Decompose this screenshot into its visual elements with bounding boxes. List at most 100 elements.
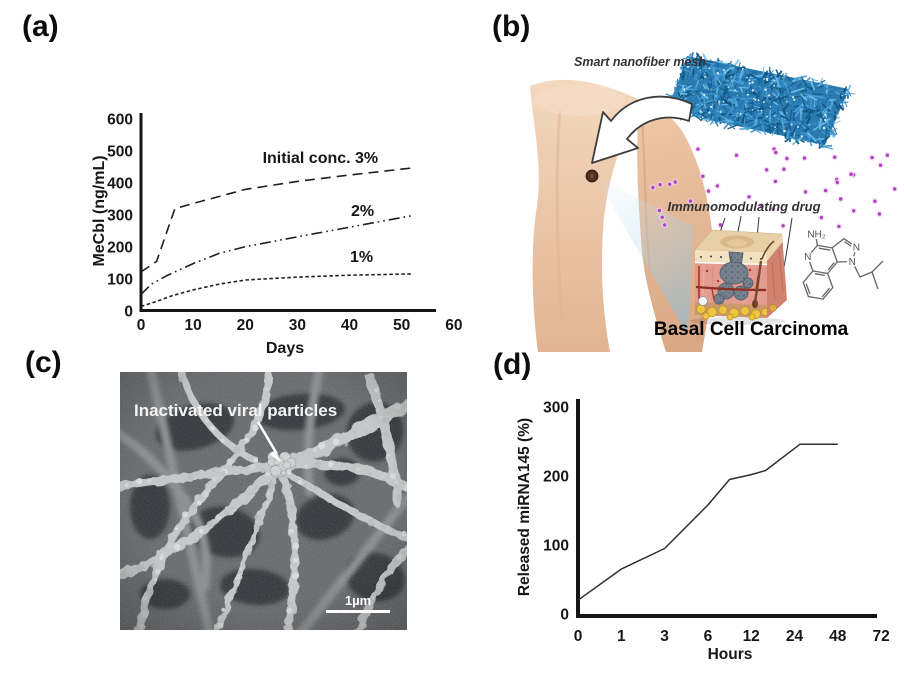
mesh-speck [716,72,720,75]
x-tick-label: 72 [872,628,889,645]
mesh-fiber [706,117,714,123]
mesh-fiber [689,59,696,62]
mesh-fiber [844,100,848,108]
series-line-0 [140,167,413,273]
mesh-fiber [749,113,755,117]
drug-dot [833,155,837,159]
drug-dot [849,172,853,176]
mesh-fiber [814,125,822,133]
mesh-speck [758,102,760,104]
drug-dot [877,212,882,216]
mesh-fiber [761,97,765,103]
hair-follicle [752,240,775,309]
panel-d-tag: (d) [493,348,532,381]
mesh-fiber [740,80,749,82]
mesh-fiber [823,120,828,133]
drug-dot [747,195,751,199]
mesh-fiber [700,74,705,81]
drug-dot [839,197,843,201]
mesh-fiber [747,89,759,99]
drug-dot [701,174,705,178]
fat-lobules [696,304,769,321]
mesh-fiber [731,96,740,100]
mesh-fiber [705,70,714,76]
chem-n-pyridine-label: N [804,252,811,263]
chemical-structure: NH₂ N N N [802,228,884,300]
mesh-fiber [708,83,722,89]
mesh-fiber [721,87,729,101]
mesh-fiber [728,97,734,105]
mesh-speck [687,57,689,60]
mesh-fiber [731,112,745,118]
mesh-speck [751,81,754,84]
mesh-fiber [824,94,832,103]
mesh-fiber [722,74,730,85]
sem-annotation: Inactivated viral particles [134,401,337,420]
mesh-fiber [723,121,729,125]
mesh-fiber [684,72,689,79]
mesh-fiber [771,106,775,116]
mesh-fiber [768,69,777,81]
mesh-fiber [818,117,822,131]
mesh-fiber [777,95,789,100]
mesh-fiber [797,82,803,89]
mesh-speck [754,98,757,101]
mesh-fiber [829,98,836,101]
mesh-fiber [761,70,769,78]
mesh-fiber [748,96,758,105]
mesh-fiber [738,106,745,118]
mesh-speck [814,105,816,107]
mesh-speck [704,75,707,78]
mesh-fiber [826,125,837,136]
mesh-fiber [725,108,734,117]
x-tick-label: 24 [786,628,804,645]
mesh-speck [719,110,722,114]
series-line-1 [140,214,413,295]
mesh-speck [768,94,771,97]
mesh-fiber [819,101,823,109]
y-tick-label: 300 [543,400,569,417]
drug-dot [782,167,786,171]
mesh-fiber [827,106,837,117]
mesh-fiber [728,89,739,93]
mesh-speck [824,113,827,117]
mesh-speck [683,88,686,91]
mesh-speck [764,88,767,91]
mesh-speck [797,126,799,128]
mesh-fiber [708,59,721,64]
mesh-speck [769,105,772,108]
mesh-speck [723,74,725,76]
skin-cross-section [690,229,787,325]
mesh-fiber [709,64,715,75]
mesh-fiber [774,76,781,87]
drug-dot [771,207,775,211]
mesh-fiber [749,74,764,79]
mesh-fiber [805,111,812,120]
mesh-fiber [803,127,810,133]
mesh-speck [718,103,720,105]
mesh-speck [748,79,751,82]
mesh-fiber [757,101,770,110]
x-axis-title: Days [266,340,304,357]
mesh-fiber [764,72,769,82]
mesh-fiber [721,73,727,82]
mesh-speck [824,118,827,122]
mesh-fiber [790,124,798,137]
mesh-fiber [809,139,818,145]
mesh-fiber [724,68,732,78]
panel-b-caption: Basal Cell Carcinoma [654,319,849,340]
mesh-fiber [750,74,760,81]
mesh-fiber [811,77,819,91]
magnification-beam [598,178,693,336]
chem-n1-label: N [849,257,856,268]
mesh-speck [703,93,706,96]
mesh-fiber [700,69,708,74]
mesh-fiber [723,60,733,71]
mesh-fiber [727,123,739,130]
mesh-speck [800,135,803,138]
nanofiber-mesh [662,52,856,150]
mesh-fiber [773,86,787,91]
mesh-fiber [695,115,702,122]
mesh-fiber [694,66,703,71]
mesh-fiber [720,87,730,94]
